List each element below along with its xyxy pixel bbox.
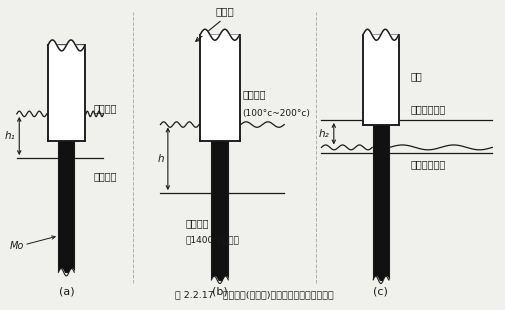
Text: (c): (c) [373,287,388,297]
Text: 电极套: 电极套 [216,7,234,16]
Bar [200,35,240,141]
Text: 图 2.2.17   电极水套(馒电极)处于冷料层中的相对位置: 图 2.2.17 电极水套(馒电极)处于冷料层中的相对位置 [175,290,334,299]
Text: 热顶玻璃液面: 热顶玻璃液面 [411,159,446,169]
Text: 热顶: 热顶 [411,71,422,81]
Text: (100°c~200°c): (100°c~200°c) [242,109,310,118]
Bar [212,141,228,280]
Bar [373,125,388,280]
Text: 冷顶料面: 冷顶料面 [93,103,117,113]
Text: 冷顶料面: 冷顶料面 [242,89,266,99]
Text: h₂: h₂ [319,129,330,139]
Text: (b): (b) [212,287,228,297]
Text: Mo: Mo [10,241,24,251]
Bar [59,141,74,272]
Text: 玻璃液面: 玻璃液面 [185,219,209,228]
Text: h: h [157,154,164,164]
Text: (a): (a) [59,287,74,297]
Text: 理想料面位置: 理想料面位置 [411,104,446,114]
Text: （1400°c左右）: （1400°c左右） [185,236,239,245]
Bar [48,45,85,141]
Bar [363,35,398,125]
Text: h₁: h₁ [5,131,15,141]
Text: 玻璃液面: 玻璃液面 [93,171,117,181]
